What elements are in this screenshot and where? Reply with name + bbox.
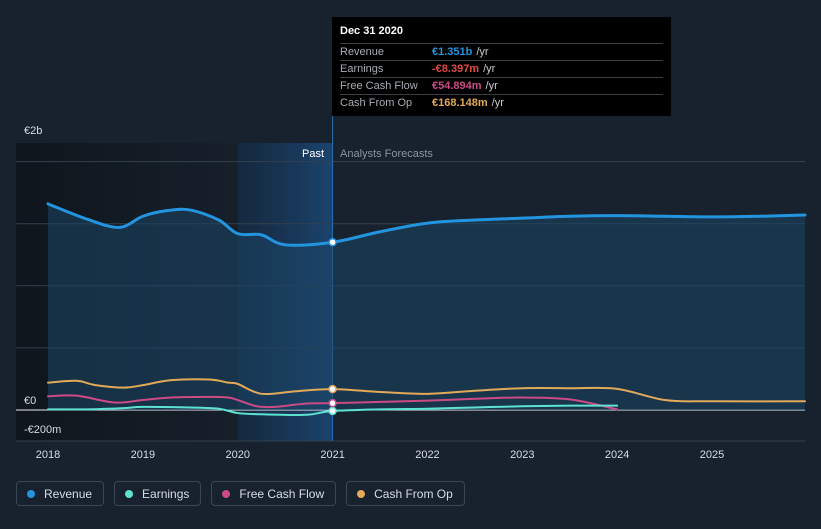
tooltip-date: Dec 31 2020 xyxy=(340,24,663,44)
legend-label: Revenue xyxy=(44,486,93,501)
tooltip-label: Cash From Op xyxy=(340,97,413,109)
tooltip-row-free-cash-flow: Free Cash Flow €54.894m /yr xyxy=(340,78,663,95)
tooltip-row-cash-from-op: Cash From Op €168.148m /yr xyxy=(340,95,663,111)
tooltip-unit: /yr xyxy=(485,80,498,92)
earnings-line xyxy=(47,404,619,417)
x-tick-label: 2023 xyxy=(510,449,534,461)
revenue-area xyxy=(48,203,805,410)
legend-item-free-cash-flow[interactable]: Free Cash Flow xyxy=(211,481,337,506)
tooltip-label: Earnings xyxy=(340,63,384,75)
earnings-marker xyxy=(328,406,337,416)
tooltip-label: Revenue xyxy=(340,46,385,58)
legend-label: Earnings xyxy=(142,486,190,501)
tooltip-label: Free Cash Flow xyxy=(340,80,418,92)
revenue-marker xyxy=(328,237,337,247)
cash-from-op-marker xyxy=(328,384,337,394)
y-tick-label: €2b xyxy=(24,125,42,137)
tooltip: Dec 31 2020 Revenue €1.351b /yr Earnings… xyxy=(332,17,671,116)
legend-item-earnings[interactable]: Earnings xyxy=(114,481,202,506)
legend-dot-icon xyxy=(357,489,366,498)
free-cash-flow-marker xyxy=(328,398,337,408)
x-tick-label: 2024 xyxy=(605,449,629,461)
legend-dot-icon xyxy=(125,489,134,498)
legend-label: Free Cash Flow xyxy=(239,486,325,501)
y-tick-label: €0 xyxy=(24,395,36,407)
x-tick-label: 2025 xyxy=(700,449,724,461)
legend-dot-icon xyxy=(222,489,231,498)
tooltip-value: €1.351b xyxy=(432,46,473,58)
forecast-label: Analysts Forecasts xyxy=(340,148,433,160)
x-tick-label: 2020 xyxy=(225,449,249,461)
free-cash-flow-line xyxy=(47,394,619,411)
y-tick-label: -€200m xyxy=(24,424,61,436)
tooltip-unit: /yr xyxy=(476,46,489,58)
x-tick-label: 2018 xyxy=(36,449,60,461)
x-tick-label: 2019 xyxy=(131,449,155,461)
legend-item-revenue[interactable]: Revenue xyxy=(16,481,105,506)
tooltip-unit: /yr xyxy=(491,97,504,109)
cash-from-op-line xyxy=(47,378,806,403)
tooltip-value: €54.894m xyxy=(432,80,482,92)
tooltip-value: €168.148m xyxy=(432,97,488,109)
x-tick-label: 2022 xyxy=(415,449,439,461)
legend-dot-icon xyxy=(27,489,35,498)
tooltip-unit: /yr xyxy=(483,63,496,75)
tooltip-row-revenue: Revenue €1.351b /yr xyxy=(340,44,663,61)
tooltip-row-earnings: Earnings -€8.397m /yr xyxy=(340,61,663,78)
x-tick-label: 2021 xyxy=(320,449,344,461)
legend-label: Cash From Op xyxy=(374,486,453,501)
legend-item-cash-from-op[interactable]: Cash From Op xyxy=(346,481,465,506)
past-label: Past xyxy=(302,148,324,160)
tooltip-value: -€8.397m xyxy=(432,63,480,75)
legend: Revenue Earnings Free Cash Flow Cash Fro… xyxy=(16,481,475,506)
